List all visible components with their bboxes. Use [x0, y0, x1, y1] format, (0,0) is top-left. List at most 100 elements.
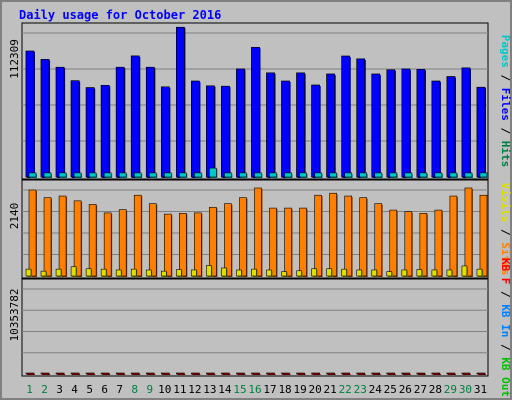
panel-visits: 2140 Visits / Sites [8, 179, 512, 279]
bar-sites-day-3 [58, 195, 67, 277]
bar-visits-day-21 [326, 268, 332, 277]
bar-shadow [177, 374, 186, 375]
series-label-part: / [499, 337, 512, 357]
bar-kb-f-day-28 [431, 372, 441, 375]
panel-kbytes-plot-area [21, 278, 489, 377]
x-tick-label-day-29: 29 [444, 383, 457, 396]
bar-shadow [222, 374, 231, 375]
bar-shadow [357, 374, 366, 375]
bar-pages-day-3 [58, 172, 67, 178]
bar-visits-day-14 [221, 267, 227, 277]
bar-shadow [327, 374, 336, 375]
x-tick-label-day-20: 20 [309, 383, 322, 396]
bar-visits-day-26 [401, 269, 408, 277]
bar-visits-day-15 [236, 269, 242, 277]
bar-pages-day-6 [103, 172, 112, 178]
bar-kb-f-day-9 [145, 372, 155, 375]
bar-files-day-22 [341, 55, 350, 178]
bar-pages-day-29 [449, 172, 458, 178]
x-tick-label-day-17: 17 [263, 383, 276, 396]
bar-pages-day-20 [314, 172, 322, 178]
bar-files-day-28 [431, 80, 441, 178]
bar-files-day-10 [160, 86, 170, 178]
bar-shadow [477, 374, 486, 375]
bar-sites-day-10 [163, 213, 172, 277]
x-tick-label-day-27: 27 [414, 383, 427, 396]
x-tick-label-day-24: 24 [369, 383, 383, 396]
panel-hits: 112309 Pages / Files / Hits [8, 22, 512, 180]
bar-sites-day-14 [224, 203, 232, 277]
bar-sites-day-12 [194, 212, 202, 277]
bar-visits-day-25 [386, 271, 393, 277]
bar-kb-f-day-10 [160, 372, 170, 375]
bar-pages-day-1 [28, 172, 37, 178]
bar-sites-day-7 [118, 209, 127, 277]
bar-files-day-2 [40, 59, 50, 178]
bar-kb-f-day-24 [371, 372, 381, 375]
panel-visits-ymax-label: 2140 [8, 203, 21, 230]
bar-shadow [132, 374, 141, 375]
bar-sites-day-4 [73, 200, 82, 277]
bar-files-day-5 [85, 87, 95, 178]
x-axis: 1 2 3 4 5 6 7 8 9 10 11 12 13 14 15 16 17 18 19 20 21 22 23 24 2… [26, 383, 487, 396]
bar-kb-f-day-30 [461, 372, 471, 375]
bar-shadow [402, 374, 411, 375]
series-label-part: KB In [499, 304, 512, 337]
bar-shadow [87, 374, 96, 375]
bar-sites-day-16 [254, 187, 262, 277]
bar-sites-day-20 [314, 194, 322, 277]
bar-shadow [147, 374, 156, 375]
bar-shadow [57, 374, 66, 375]
series-kb-f [25, 372, 486, 375]
x-tick-label-day-28: 28 [429, 383, 442, 396]
bar-sites-day-30 [464, 187, 473, 277]
bar-sites-day-28 [434, 209, 443, 277]
bar-visits-day-12 [191, 269, 197, 277]
bar-files-day-11 [176, 26, 185, 178]
bar-visits-day-16 [251, 268, 257, 277]
bar-visits-day-29 [446, 269, 453, 277]
bar-visits-day-27 [416, 269, 423, 277]
panel-kbytes: 10353782 KB F / KB In / KB Out [8, 258, 512, 397]
bar-pages-day-24 [374, 172, 383, 178]
bar-sites-day-24 [374, 203, 383, 277]
bar-sites-day-31 [479, 194, 488, 277]
bar-shadow [72, 374, 81, 375]
x-tick-label-day-15: 15 [233, 383, 246, 396]
bar-kb-f-day-27 [416, 372, 426, 375]
bar-sites-day-19 [299, 207, 307, 277]
bar-kb-f-day-6 [100, 372, 110, 375]
bar-sites-day-23 [359, 197, 368, 277]
bar-pages-day-12 [194, 172, 202, 178]
bar-kb-f-day-25 [386, 372, 396, 375]
bar-shadow [102, 374, 111, 375]
bar-kb-f-day-14 [221, 372, 230, 375]
bar-files-day-14 [221, 85, 230, 178]
series-visits [25, 265, 483, 277]
bar-files-day-3 [55, 66, 65, 178]
x-tick-label-day-25: 25 [384, 383, 397, 396]
bar-files-day-15 [236, 68, 245, 178]
series-label-part: / [499, 284, 512, 304]
bar-shadow [267, 374, 276, 375]
panel-kbytes-series-label: KB F / KB In / KB Out [499, 258, 512, 397]
bar-pages-day-13 [209, 167, 217, 178]
series-label-part: / [499, 222, 512, 242]
bar-pages-day-9 [148, 172, 157, 178]
bar-sites-day-18 [284, 207, 292, 277]
x-tick-label-day-30: 30 [459, 383, 472, 396]
x-tick-label-day-1: 1 [26, 383, 33, 396]
bar-files-day-18 [281, 80, 290, 178]
x-tick-label-day-2: 2 [41, 383, 48, 396]
bar-files-day-12 [191, 80, 200, 178]
bar-shadow [237, 374, 246, 375]
bar-kb-f-day-26 [401, 372, 411, 375]
x-tick-label-day-9: 9 [146, 383, 153, 396]
bar-visits-day-30 [461, 265, 468, 277]
series-label-part: Pages [499, 35, 512, 68]
x-tick-label-day-7: 7 [116, 383, 123, 396]
bar-files-day-24 [371, 73, 381, 178]
bar-sites-day-29 [449, 195, 458, 277]
bar-files-day-30 [461, 67, 471, 178]
bar-shadow [447, 374, 456, 375]
